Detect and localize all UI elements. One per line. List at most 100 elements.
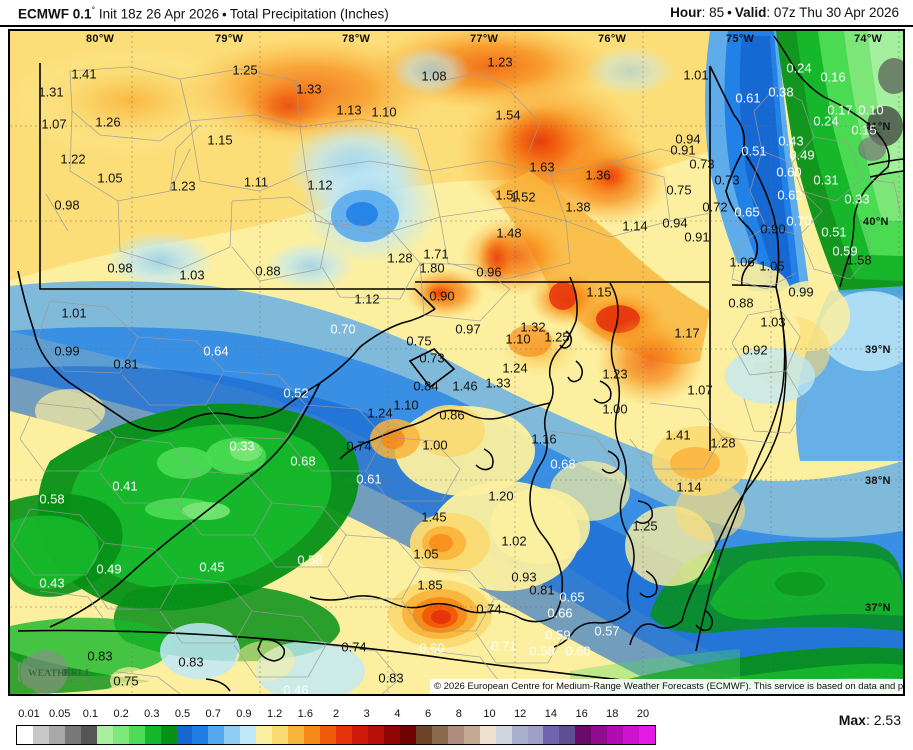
map-canvas: 80°W 79°W 78°W 77°W 76°W 75°W 74°W 41°N … xyxy=(10,31,903,694)
precip-value-label: 0.75 xyxy=(406,333,432,349)
precip-value-label: 1.71 xyxy=(423,246,449,262)
colorbar-segment xyxy=(17,726,33,744)
precip-value-label: 1.15 xyxy=(207,132,233,148)
precip-value-label: 0.24 xyxy=(786,60,812,76)
colorbar-tick: 0.5 xyxy=(174,708,191,720)
precip-value-label: 0.71 xyxy=(491,638,517,654)
precip-value-label: 1.58 xyxy=(846,252,872,268)
map-raster xyxy=(10,31,903,694)
precip-value-label: 0.94 xyxy=(662,215,688,231)
precip-value-label: 0.51 xyxy=(741,143,767,159)
precip-value-label: 1.16 xyxy=(531,431,557,447)
colorbar-segment xyxy=(320,726,337,744)
header-separator-1: • xyxy=(221,6,227,22)
header-separator-2: • xyxy=(727,5,732,20)
precip-value-label: 0.65 xyxy=(734,204,760,220)
precip-value-label: 1.85 xyxy=(417,577,443,593)
precip-value-label: 1.03 xyxy=(179,267,205,283)
precip-value-label: 0.16 xyxy=(820,69,846,85)
precip-value-label: 0.83 xyxy=(87,648,113,664)
precip-value-label: 0.46 xyxy=(283,682,309,696)
precip-value-label: 0.73 xyxy=(714,172,740,188)
precip-value-label: 0.98 xyxy=(54,197,80,213)
precip-value-label: 0.43 xyxy=(39,575,65,591)
colorbar-segment xyxy=(80,726,97,744)
precip-value-label: 1.25 xyxy=(232,62,258,78)
precip-value-label: 1.20 xyxy=(488,488,514,504)
precip-value-label: 0.61 xyxy=(356,471,382,487)
precip-value-label: 1.63 xyxy=(529,159,555,175)
colorbar-segment xyxy=(527,726,544,744)
colorbar-segment xyxy=(575,726,592,744)
precip-value-label: 0.66 xyxy=(547,605,573,621)
precip-value-label: 0.68 xyxy=(290,453,316,469)
lon-label: 80°W xyxy=(86,33,115,45)
precip-value-label: 1.12 xyxy=(354,291,380,307)
precip-value-label: 0.58 xyxy=(297,552,323,568)
colorbar-segment xyxy=(256,726,273,744)
colorbar-tick: 16 xyxy=(575,708,588,720)
precip-value-label: 0.98 xyxy=(107,260,133,276)
precip-value-label: 1.06 xyxy=(729,254,755,270)
precip-value-label: 1.28 xyxy=(387,250,413,266)
colorbar-segment xyxy=(463,726,480,744)
lon-label: 76°W xyxy=(598,33,627,45)
precip-value-label: 0.88 xyxy=(728,295,754,311)
precip-value-label: 1.14 xyxy=(676,479,702,495)
colorbar-segment xyxy=(591,726,608,744)
lon-label: 77°W xyxy=(470,33,499,45)
lon-label: 79°W xyxy=(215,33,244,45)
colorbar-tick: 0.9 xyxy=(236,708,252,720)
precip-value-label: 0.81 xyxy=(529,582,555,598)
colorbar-tick: 20 xyxy=(636,708,650,720)
colorbar-segment xyxy=(48,726,65,744)
precip-value-label: 1.33 xyxy=(296,81,322,97)
colorbar-segment xyxy=(304,726,321,744)
colorbar-segment xyxy=(399,726,416,744)
precip-value-label: 0.51 xyxy=(821,224,847,240)
precip-value-label: 0.60 xyxy=(419,640,445,656)
svg-text:Analytics LLC: Analytics LLC xyxy=(66,679,91,684)
precip-value-label: 0.94 xyxy=(675,131,701,147)
colorbar-segment xyxy=(160,726,177,744)
precip-value-label: 1.51 xyxy=(495,187,521,203)
header-bar: ECMWF 0.1° Init 18z 26 Apr 2026 • Total Pr… xyxy=(0,0,913,27)
precip-value-label: 0.83 xyxy=(378,670,404,686)
colorbar-segment xyxy=(192,726,209,744)
header-title-right: Hour: 85 • Valid: 07z Thu 30 Apr 2026 xyxy=(670,5,899,20)
colorbar-tick: 0.05 xyxy=(48,708,71,720)
precip-value-label: 0.75 xyxy=(113,673,139,689)
precip-value-label: 1.52 xyxy=(510,189,536,205)
precip-value-label: 0.57 xyxy=(594,623,620,639)
colorbar-segment xyxy=(240,726,257,744)
colorbar-segment xyxy=(288,726,305,744)
precip-value-label: 1.41 xyxy=(71,66,97,82)
precip-value-label: 1.02 xyxy=(501,533,527,549)
precip-value-label: 1.32 xyxy=(520,319,546,335)
precip-value-label: 0.65 xyxy=(559,589,585,605)
lat-label: 40°N xyxy=(863,216,889,228)
precip-value-label: 0.41 xyxy=(112,478,138,494)
precipitation-map[interactable]: 80°W 79°W 78°W 77°W 76°W 75°W 74°W 41°N … xyxy=(8,29,905,696)
precip-value-label: 1.24 xyxy=(367,405,393,421)
colorbar-tick: 18 xyxy=(606,708,619,720)
colorbar-segment xyxy=(383,726,400,744)
precip-value-label: 0.59 xyxy=(545,627,571,643)
precip-value-label: 1.22 xyxy=(60,151,86,167)
precip-value-label: 1.25 xyxy=(544,329,570,345)
colorbar-tick: 2 xyxy=(332,708,340,720)
precip-value-label: 0.75 xyxy=(666,182,692,198)
precip-value-label: 0.91 xyxy=(670,142,696,158)
precip-value-label: 0.72 xyxy=(702,199,728,215)
colorbar-tick: 4 xyxy=(394,708,401,720)
precip-value-label: 0.31 xyxy=(813,172,839,188)
precip-value-label: 0.24 xyxy=(813,113,839,129)
precip-value-label: 1.28 xyxy=(710,435,736,451)
precip-value-label: 0.49 xyxy=(789,147,815,163)
precip-value-label: 0.83 xyxy=(178,654,204,670)
precip-value-label: 0.15 xyxy=(851,122,877,138)
precip-value-label: 0.33 xyxy=(844,191,870,207)
precip-value-label: 0.49 xyxy=(96,561,122,577)
precip-value-label: 1.23 xyxy=(602,366,628,382)
precip-value-label: 0.60 xyxy=(565,643,591,659)
